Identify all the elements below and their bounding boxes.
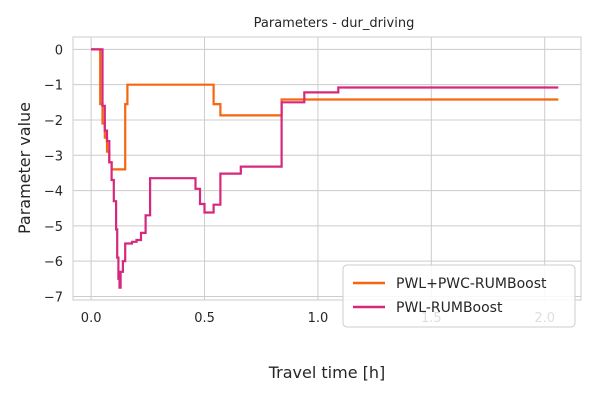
y-tick-label: −4 — [44, 185, 63, 200]
y-axis-label: Parameter value — [15, 102, 34, 234]
y-tick-label: −1 — [44, 79, 63, 94]
y-tick-label: −7 — [44, 290, 63, 305]
x-tick-label: 0.5 — [194, 311, 215, 326]
y-tick-label: −6 — [44, 255, 63, 270]
legend-label-pwl-pwc-rumboost: PWL+PWC-RUMBoost — [396, 276, 547, 292]
y-tick-label: 0 — [55, 43, 63, 58]
chart-title: Parameters - dur_driving — [254, 16, 415, 31]
x-tick-label: 0.0 — [81, 311, 102, 326]
series-lines — [91, 48, 559, 289]
y-tick-label: −5 — [44, 220, 63, 235]
series-line-pwl-rumboost — [91, 48, 559, 289]
x-axis-label: Travel time [h] — [268, 363, 386, 382]
y-tick-label: −3 — [44, 149, 63, 164]
legend-label-pwl-rumboost: PWL-RUMBoost — [396, 300, 503, 316]
legend-box — [342, 264, 576, 328]
legend: PWL+PWC-RUMBoost PWL-RUMBoost — [342, 264, 576, 328]
x-tick-label: 1.0 — [308, 311, 329, 326]
plot-area — [72, 36, 582, 301]
y-tick-label: −2 — [44, 114, 63, 129]
y-tick-labels: 0 −1 −2 −3 −4 −5 −6 −7 — [44, 43, 63, 305]
